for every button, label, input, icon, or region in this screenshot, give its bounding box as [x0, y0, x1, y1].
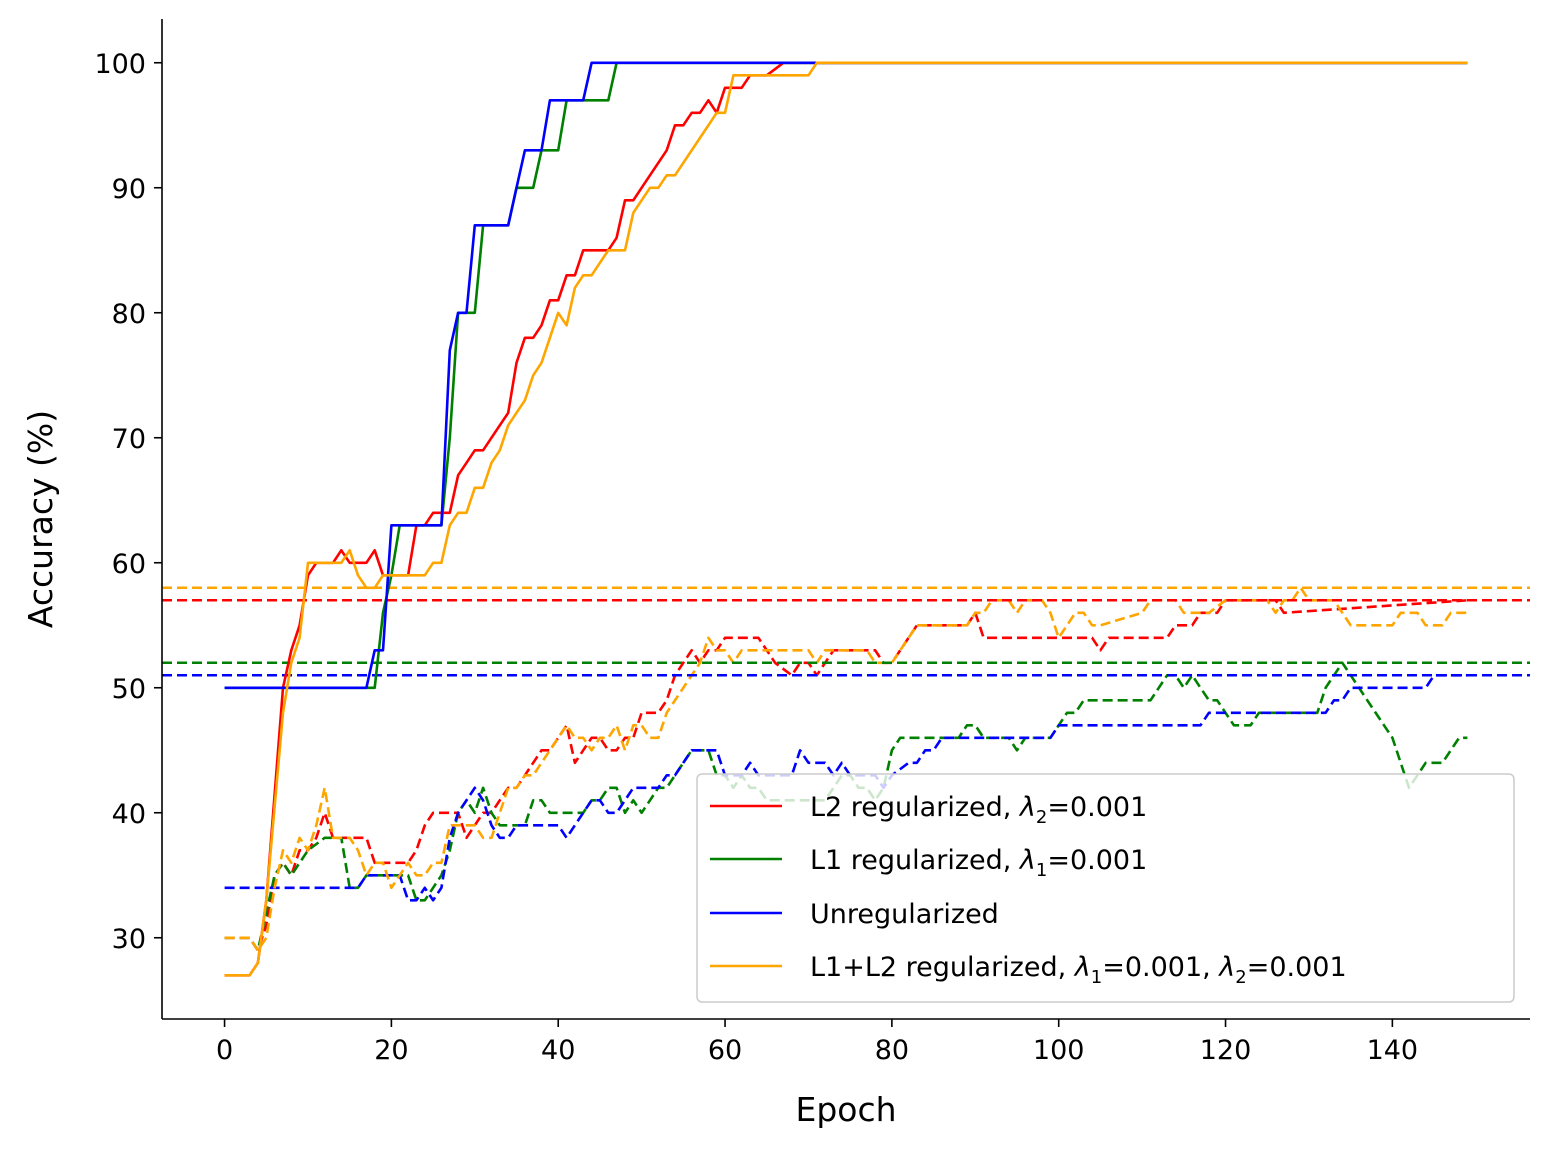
y-tick-label: 90	[112, 174, 146, 205]
legend: L2 regularized, λ2=0.001 L1 regularized, …	[696, 773, 1515, 1003]
x-tick-label: 60	[708, 1035, 742, 1066]
y-tick-label: 40	[112, 799, 146, 830]
x-tick-label: 40	[541, 1035, 575, 1066]
axes	[161, 19, 1530, 1020]
validation-line-l2	[224, 599, 1468, 952]
x-tick-label: 120	[1200, 1035, 1252, 1066]
y-tick-label: 30	[112, 924, 146, 955]
x-tick-label: 20	[374, 1035, 408, 1066]
legend-label-unreg: Unregularized	[810, 899, 999, 930]
x-ticks: 0 20 40 60 80 100 120 140	[216, 1019, 1418, 1066]
y-tick-label: 100	[94, 49, 146, 80]
legend-label-l2: L2 regularized, λ2=0.001	[810, 792, 1147, 828]
x-tick-label: 0	[216, 1035, 233, 1066]
y-axis-label: Accuracy (%)	[21, 410, 60, 628]
y-tick-label: 80	[112, 299, 146, 330]
y-tick-label: 60	[112, 549, 146, 580]
y-tick-label: 70	[112, 424, 146, 455]
y-ticks: 30 40 50 60 70 80 90 100	[94, 49, 162, 955]
legend-frame	[696, 773, 1515, 1003]
validation-line-unreg	[224, 674, 1468, 902]
plot-lines	[162, 61, 1530, 977]
train-line-l1l2	[224, 61, 1468, 977]
y-tick-label: 50	[112, 674, 146, 705]
x-tick-label: 100	[1033, 1035, 1085, 1066]
train-line-l1	[224, 61, 1468, 690]
train-line-unreg	[224, 61, 1468, 690]
x-tick-label: 80	[875, 1035, 909, 1066]
x-tick-label: 140	[1367, 1035, 1419, 1066]
legend-label-l1: L1 regularized, λ1=0.001	[810, 845, 1147, 881]
x-axis-label: Epoch	[795, 1090, 896, 1129]
legend-label-l1l2: L1+L2 regularized, λ1=0.001, λ2=0.001	[810, 952, 1347, 988]
